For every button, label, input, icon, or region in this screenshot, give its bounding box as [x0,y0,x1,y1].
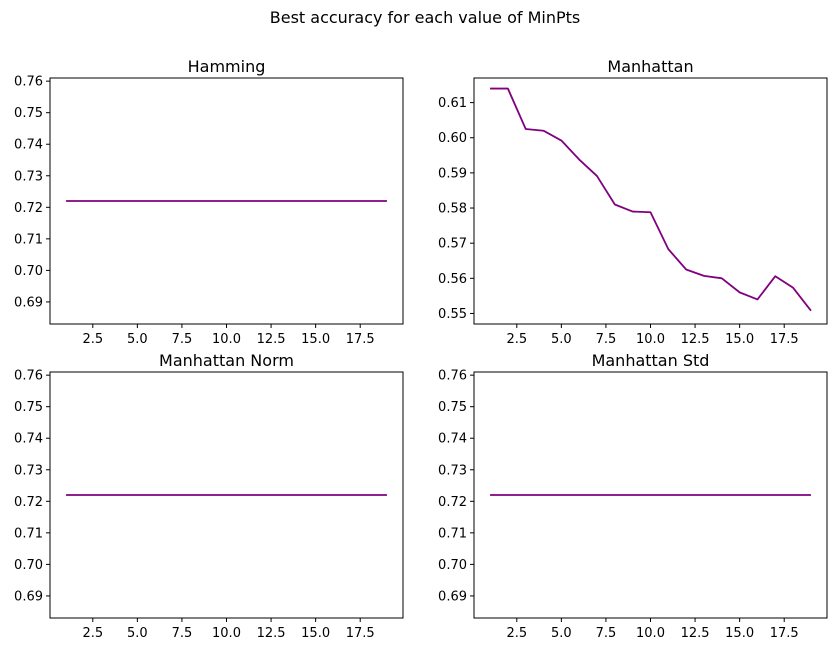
axes-frame [473,77,828,325]
figure-title: Best accuracy for each value of MinPts [270,8,581,27]
y-tick-label: 0.74 [14,432,43,447]
x-tick-label: 12.5 [257,626,286,641]
y-tick-label: 0.55 [438,307,467,322]
x-tick-label: 5.0 [551,626,572,641]
x-tick-label: 15.0 [725,332,754,347]
y-tick-label: 0.70 [438,558,467,573]
y-tick-label: 0.73 [438,463,467,478]
y-tick-label: 0.74 [438,432,467,447]
y-tick-label: 0.61 [438,96,467,111]
subplot-1: Hamming 2.5 5.0 7.5 10.0 12.5 15.0 17.5 0.69 0.70… [14,57,404,347]
x-tick-label: 5.0 [551,332,572,347]
y-tick-label: 0.71 [14,232,43,247]
y-tick-label: 0.72 [14,495,43,510]
x-tick-label: 2.5 [506,332,527,347]
x-tick-label: 10.0 [212,626,241,641]
x-tick-label: 7.5 [596,332,617,347]
y-tick-label: 0.75 [14,400,43,415]
x-tick-label: 7.5 [596,626,617,641]
x-tick-label: 2.5 [82,332,103,347]
y-tick-label: 0.75 [438,400,467,415]
y-tick-label: 0.73 [14,169,43,184]
subplot-3: Manhattan Norm 2.5 5.0 7.5 10.0 12.5 15.0 17.5 0… [14,351,404,641]
y-tick-label: 0.76 [14,75,43,90]
y-tick-label: 0.75 [14,106,43,121]
series-line [490,87,812,312]
x-tick-label: 2.5 [82,626,103,641]
y-tick-label: 0.70 [14,558,43,573]
x-tick-label: 7.5 [172,626,193,641]
y-tick-label: 0.58 [438,202,467,217]
y-tick-label: 0.71 [14,526,43,541]
x-tick-label: 17.5 [346,626,375,641]
y-tick-label: 0.76 [438,369,467,384]
y-tick-label: 0.76 [14,369,43,384]
x-tick-label: 17.5 [770,332,799,347]
x-tick-label: 15.0 [301,626,330,641]
x-tick-label: 10.0 [636,332,665,347]
y-tick-label: 0.69 [14,589,43,604]
x-tick-label: 7.5 [172,332,193,347]
subplot-title: Manhattan Std [592,351,710,370]
subplot-2: Manhattan 2.5 5.0 7.5 10.0 12.5 15.0 17.5 0.55 0.… [438,57,828,347]
y-tick-label: 0.74 [14,138,43,153]
y-tick-label: 0.59 [438,166,467,181]
y-tick-label: 0.57 [438,237,467,252]
x-tick-label: 10.0 [636,626,665,641]
x-tick-label: 17.5 [770,626,799,641]
x-tick-label: 12.5 [681,332,710,347]
subplot-title: Manhattan [607,57,693,76]
y-tick-label: 0.72 [438,495,467,510]
x-tick-label: 15.0 [301,332,330,347]
x-tick-label: 10.0 [212,332,241,347]
y-tick-label: 0.71 [438,526,467,541]
y-tick-label: 0.56 [438,272,467,287]
y-tick-label: 0.70 [14,264,43,279]
x-tick-label: 15.0 [725,626,754,641]
subplot-title: Manhattan Norm [159,351,294,370]
subplot-4: Manhattan Std 2.5 5.0 7.5 10.0 12.5 15.0 17.5 0.… [438,351,828,641]
subplot-title: Hamming [188,57,266,76]
x-tick-label: 5.0 [127,626,148,641]
x-tick-label: 2.5 [506,626,527,641]
y-tick-label: 0.73 [14,463,43,478]
y-tick-label: 0.69 [14,295,43,310]
y-tick-label: 0.69 [438,589,467,604]
x-tick-label: 12.5 [681,626,710,641]
x-tick-label: 12.5 [257,332,286,347]
y-tick-label: 0.72 [14,201,43,216]
x-tick-label: 17.5 [346,332,375,347]
x-tick-label: 5.0 [127,332,148,347]
y-tick-label: 0.60 [438,131,467,146]
